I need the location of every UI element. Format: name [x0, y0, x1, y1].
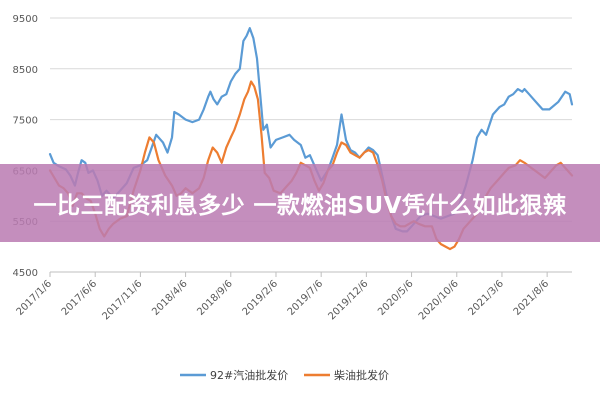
x-tick-label: 2017/6/6	[60, 278, 100, 318]
x-tick-label: 2018/9/6	[195, 278, 235, 318]
headline-banner: 一比三配资利息多少 一款燃油SUV凭什么如此狠辣	[0, 164, 600, 242]
x-tick-label: 2021/8/6	[512, 278, 552, 318]
legend-label-1: 柴油批发价	[334, 368, 389, 382]
x-tick-label: 2020/5/6	[376, 278, 416, 318]
x-tick-label: 2019/2/6	[241, 278, 281, 318]
x-axis: 2017/1/6 2017/6/6 2017/11/6 2018/4/6 2018/9/…	[15, 271, 572, 322]
x-tick-label: 2020/10/6	[417, 278, 461, 322]
y-tick-label: 9500	[13, 14, 38, 25]
y-tick-label: 8500	[13, 65, 38, 76]
y-tick-label: 4500	[13, 268, 38, 279]
x-tick-label: 2019/12/6	[326, 278, 370, 322]
headline-text: 一比三配资利息多少 一款燃油SUV凭什么如此狠辣	[33, 193, 567, 219]
x-tick-label: 2017/1/6	[15, 278, 55, 318]
legend-label-0: 92#汽油批发价	[210, 368, 288, 382]
x-tick-label: 2017/11/6	[100, 278, 144, 322]
x-tick-label: 2018/4/6	[150, 278, 190, 318]
legend: 92#汽油批发价 柴油批发价	[180, 368, 389, 382]
x-tick-label: 2021/3/6	[467, 278, 507, 318]
x-tick-label: 2019/7/6	[286, 278, 326, 318]
y-tick-label: 7500	[13, 116, 38, 127]
